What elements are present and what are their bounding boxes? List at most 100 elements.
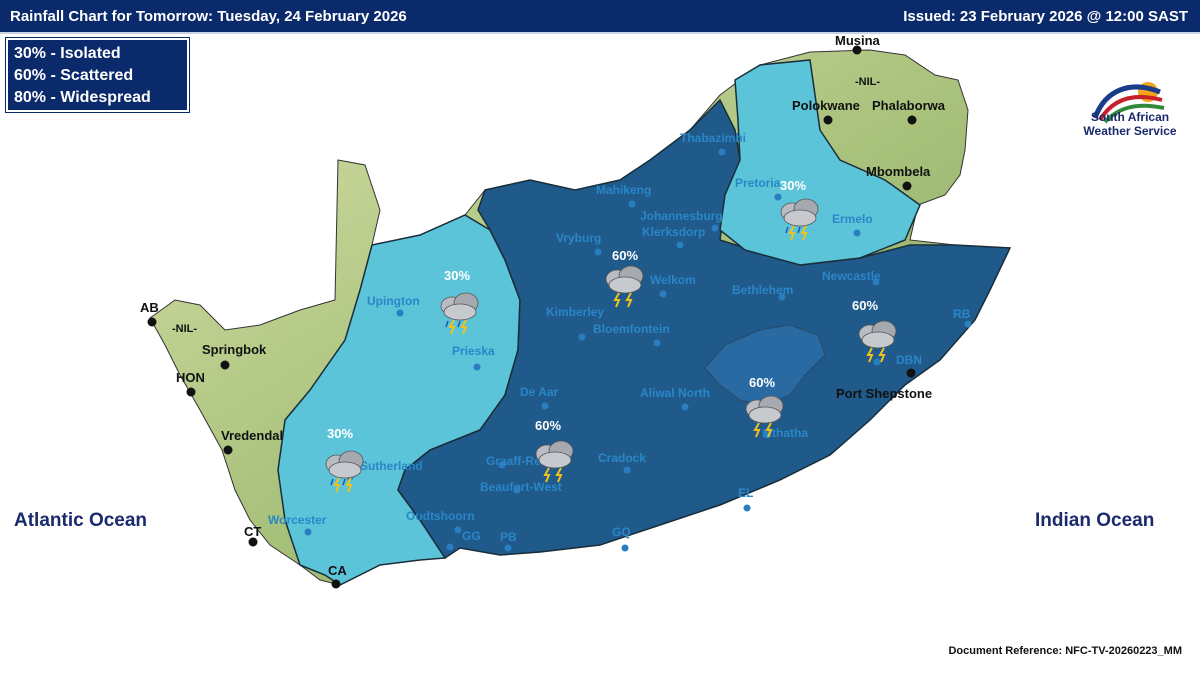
city-dot [594,248,602,256]
city-marker: Ermelo [832,212,873,237]
city-dot [659,290,667,298]
city-dot [906,368,916,378]
city-marker: GG [446,529,481,551]
city-label: Sutherland [360,459,423,473]
city-dot [628,200,636,208]
city-marker: Thabazimbi [680,131,746,156]
city-marker: Welkom [650,273,696,298]
city-label: DBN [896,353,922,367]
city-marker: Polokwane [792,98,860,125]
city-dot [743,504,751,512]
city-dot [446,543,454,551]
city-marker: Musina [835,33,881,55]
city-marker: Aliwal North [640,386,710,411]
city-marker: Phalaborwa [872,98,946,125]
city-label: Oudtshoorn [406,509,475,523]
city-dot [718,148,726,156]
city-label: Mthatha [762,426,808,440]
city-dot [711,224,719,232]
city-label: Phalaborwa [872,98,946,113]
city-dot [873,358,881,366]
city-dot [681,403,689,411]
indian-ocean-label: Indian Ocean [1035,510,1155,531]
atlantic-ocean-label: Atlantic Ocean [14,510,148,531]
logo-line-1: South African [1090,110,1170,124]
city-label: Musina [835,33,881,48]
city-marker: Newcastle [822,269,881,286]
city-label: Prieska [452,344,495,358]
legend-item-widespread: 80% - Widespread [14,89,151,106]
thunderstorm-icon [745,395,784,438]
thunderstorm-icon [780,198,819,241]
city-label: Upington [367,294,420,308]
city-marker: CA [328,563,347,589]
city-marker: Mbombela [866,164,931,191]
city-dot [304,528,312,536]
city-dot [541,402,549,410]
city-dot [498,461,506,469]
city-marker: Klerksdorp [642,225,705,249]
document-reference: Document Reference: NFC-TV-20260223_MM [948,645,1182,657]
city-marker: Johannesburg [640,209,723,232]
city-label: Vryburg [556,231,601,245]
probability-label: 30% [327,426,353,441]
nil-label: -NIL- [172,323,197,335]
city-marker: Pretoria [735,176,782,201]
issued-date: Issued: 23 February 2026 @ 12:00 SAST [903,8,1188,25]
city-dot [621,544,629,552]
city-marker: Cradock [598,451,646,474]
city-label: Polokwane [792,98,860,113]
city-marker: HON [176,370,205,397]
city-label: CT [244,524,261,539]
city-dot [853,229,861,237]
probability-label: 60% [535,418,561,433]
legend-item-scattered: 60% - Scattered [14,67,134,84]
city-marker: Bloemfontein [593,322,670,347]
city-marker: AB [140,300,159,327]
city-label: Springbok [202,342,267,357]
city-marker: Vredendal [221,428,283,455]
city-label: Cradock [598,451,646,465]
city-marker: RB [953,307,972,328]
city-marker: DBN [873,353,922,367]
city-dot [223,445,233,455]
probability-label: 30% [780,178,806,193]
city-marker: De Aar [520,385,559,410]
city-label: AB [140,300,159,315]
city-label: Port Shepstone [836,386,932,401]
city-label: Ermelo [832,212,873,226]
thunderstorm-icon [325,450,364,493]
zone-30-northeast [719,59,921,266]
city-marker: Port Shepstone [836,368,932,401]
probability-label: 60% [612,248,638,263]
city-label: GQ [612,525,631,539]
city-dot [872,278,880,286]
city-marker: Springbok [202,342,267,370]
city-label: Thabazimbi [680,131,746,145]
city-dot [578,333,586,341]
city-label: Mbombela [866,164,931,179]
city-dot [774,193,782,201]
city-label: Welkom [650,273,696,287]
city-marker: GQ [612,525,631,552]
title-bar: Rainfall Chart for Tomorrow: Tuesday, 24… [0,0,1200,34]
chart-title: Rainfall Chart for Tomorrow: Tuesday, 24… [10,8,407,25]
city-label: Bloemfontein [593,322,670,336]
city-dot [676,241,684,249]
city-marker: CT [244,524,261,547]
probability-label: 60% [852,298,878,313]
legend-box: 30% - Isolated 60% - Scattered 80% - Wid… [5,37,190,113]
city-label: Kimberley [546,305,604,319]
city-dot [396,309,404,317]
city-dot [454,526,462,534]
lesotho-zone [704,324,826,406]
city-dot [623,466,631,474]
city-label: Newcastle [822,269,881,283]
city-label: CA [328,563,347,578]
city-dot [504,544,512,552]
city-dot [964,320,972,328]
city-marker: PB [500,530,517,552]
city-dot [473,363,481,371]
city-label: Johannesburg [640,209,723,223]
city-label: Aliwal North [640,386,710,400]
